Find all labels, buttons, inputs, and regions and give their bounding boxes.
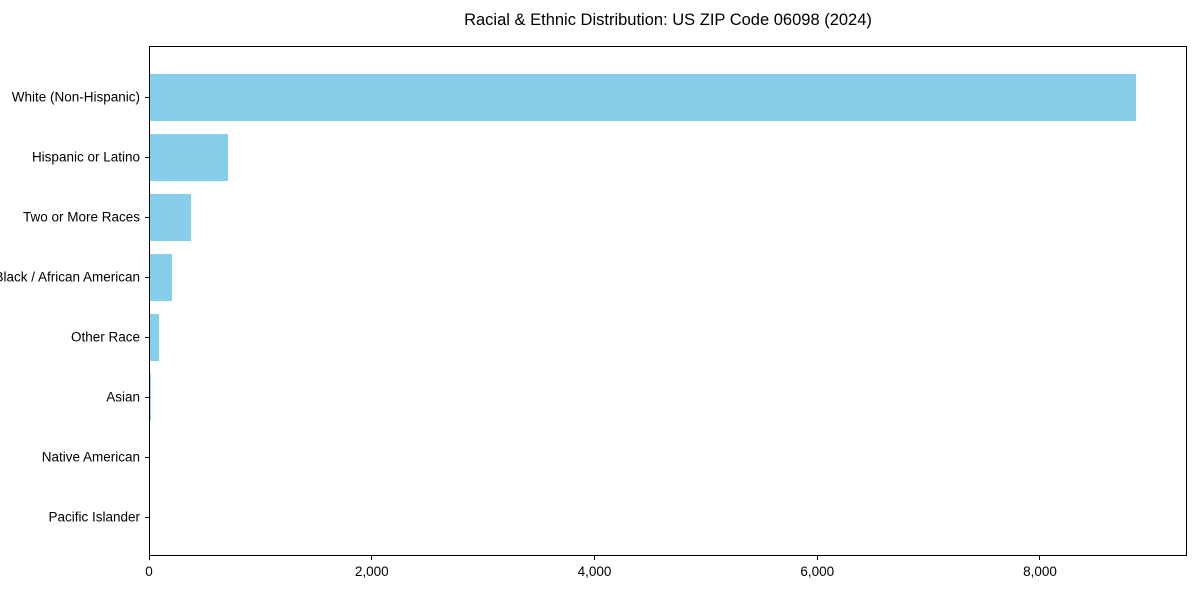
bar [150, 194, 192, 241]
x-tick-mark [371, 556, 373, 560]
x-tick-label: 8,000 [1023, 564, 1057, 579]
y-axis: White (Non-Hispanic) Hispanic or Latino Tw… [0, 46, 149, 556]
y-tick-mark [145, 336, 149, 338]
y-tick-mark [145, 156, 149, 158]
y-axis-label: Hispanic or Latino [31, 148, 140, 164]
y-tick-mark [145, 396, 149, 398]
plot-area [149, 46, 1187, 556]
y-axis-label: White (Non-Hispanic) [11, 88, 140, 104]
y-tick-mark [145, 456, 149, 458]
x-tick-label: 6,000 [800, 564, 835, 579]
x-tick-label: 4,000 [577, 564, 612, 579]
y-tick-mark [145, 96, 149, 98]
x-tick-mark [816, 556, 818, 560]
y-axis-label: Black / African American [0, 268, 140, 284]
x-tick-mark [148, 556, 150, 560]
y-axis-label: Other Race [70, 328, 140, 344]
bar [150, 374, 152, 421]
y-axis-label: Asian [106, 388, 140, 404]
y-tick-mark [145, 516, 149, 518]
y-axis-label: Pacific Islander [48, 508, 140, 524]
bar [150, 74, 1136, 121]
bar [150, 134, 228, 181]
chart-title: Racial & Ethnic Distribution: US ZIP Cod… [464, 11, 872, 29]
x-axis: 0 2,000 4,000 6,000 8,000 [145, 556, 1187, 592]
x-tick-mark [593, 556, 595, 560]
bar [150, 254, 173, 301]
x-tick-label: 2,000 [354, 564, 389, 579]
y-tick-mark [145, 276, 149, 278]
bars-layer [150, 47, 1186, 555]
y-tick-mark [145, 216, 149, 218]
x-tick-label: 0 [145, 564, 153, 579]
x-tick-mark [1039, 556, 1041, 560]
y-axis-label: Native American [41, 448, 140, 464]
y-axis-label: Two or More Races [22, 208, 140, 224]
bar [150, 314, 160, 361]
